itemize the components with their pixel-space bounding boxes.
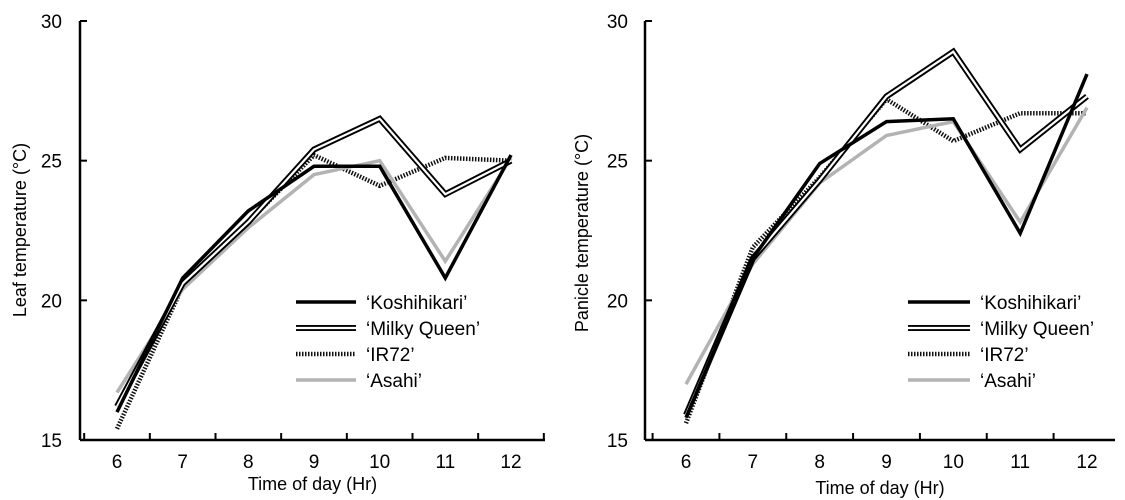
x-tick-label: 8 — [814, 452, 825, 473]
legend-entry: ‘Milky Queen’ — [366, 319, 480, 340]
x-tick-label: 12 — [500, 452, 521, 473]
x-tick-label: 7 — [748, 452, 759, 473]
x-tick-label: 6 — [112, 452, 123, 473]
x-tick-label: 10 — [369, 452, 390, 473]
x-tick-label: 9 — [309, 452, 320, 473]
legend-entry: ‘Koshihikari’ — [980, 293, 1081, 314]
legend-entry: ‘Koshihikari’ — [366, 293, 467, 314]
legend-entry: ‘Asahi’ — [980, 371, 1036, 392]
legend: ‘Koshihikari’ ‘Milky Queen’ ‘IR72’ ‘Asahi’ — [908, 293, 1094, 392]
x-tick-label: 12 — [1076, 452, 1097, 473]
series-lines — [683, 47, 1089, 424]
legend: ‘Koshihikari’ ‘Milky Queen’ ‘IR72’ ‘Asahi’ — [296, 293, 480, 392]
legend-entry: ‘IR72’ — [980, 345, 1029, 366]
y-tick-label: 20 — [41, 291, 62, 312]
x-tick-label: 7 — [177, 452, 188, 473]
chart-panel-2: 15 20 25 30 6 7 8 9 10 11 12 Time of day (Hr) Panicl… — [572, 12, 1115, 498]
series-line-inner — [116, 117, 512, 408]
y-tick-label: 30 — [41, 12, 62, 33]
x-axis-label: Time of day (Hr) — [815, 478, 944, 498]
x-axis-label: Time of day (Hr) — [248, 474, 377, 494]
y-axis-label: Leaf temperature (°C) — [10, 143, 30, 317]
series-line — [684, 106, 1089, 385]
series-lines — [114, 115, 513, 430]
legend-entry: ‘Asahi’ — [366, 371, 422, 392]
x-tick-label: 9 — [881, 452, 892, 473]
y-tick-label: 15 — [41, 431, 62, 452]
y-tick-label: 15 — [607, 431, 628, 452]
legend-entry: ‘Milky Queen’ — [980, 319, 1094, 340]
y-tick-label: 25 — [607, 152, 628, 173]
x-tick-label: 11 — [435, 452, 455, 473]
y-tick-label: 20 — [607, 291, 628, 312]
x-tick-label: 6 — [681, 452, 692, 473]
y-axis-label: Panicle temperature (°C) — [572, 134, 592, 332]
series-line — [115, 154, 513, 413]
y-tick-label: 25 — [41, 152, 62, 173]
series-line — [684, 73, 1089, 419]
legend-entry: ‘IR72’ — [366, 345, 415, 366]
x-tick-label: 10 — [943, 452, 964, 473]
y-tick-label: 30 — [607, 12, 628, 33]
x-tick-label: 8 — [243, 452, 254, 473]
x-tick-label: 11 — [1010, 452, 1030, 473]
chart-panel-1: 15 20 25 30 6 7 8 9 10 11 12 Time of day (Hr) Leaf t… — [10, 12, 545, 494]
